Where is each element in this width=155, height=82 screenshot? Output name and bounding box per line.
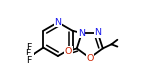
Text: F: F — [25, 49, 31, 58]
Text: N: N — [94, 28, 101, 37]
Text: N: N — [54, 18, 61, 27]
Text: O: O — [86, 54, 93, 63]
Text: N: N — [78, 29, 85, 38]
Text: F: F — [27, 43, 32, 52]
Text: F: F — [27, 56, 32, 65]
Text: O: O — [65, 47, 72, 56]
